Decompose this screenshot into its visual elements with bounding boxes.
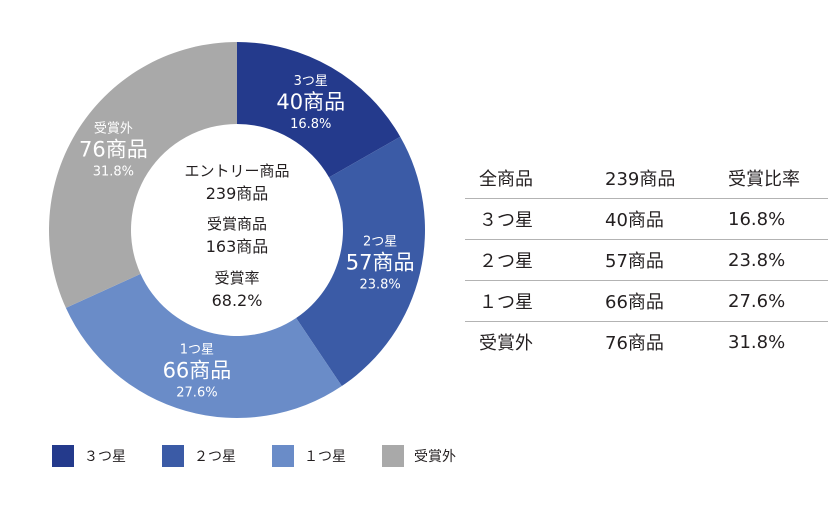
legend-item-unawarded: 受賞外 xyxy=(382,445,456,467)
table-cell: 16.8% xyxy=(728,208,786,230)
table-row: １つ星 66商品 27.6% xyxy=(465,281,828,322)
legend-swatch-unawarded xyxy=(382,445,404,467)
slice-title-unawarded: 受賞外 xyxy=(94,121,133,136)
slice-percent-3star: 16.8% xyxy=(290,117,331,132)
legend-label-2star: ２つ星 xyxy=(194,449,236,465)
slice-percent-2star: 23.8% xyxy=(359,278,400,293)
legend-item-2star: ２つ星 xyxy=(162,445,236,467)
center-rate-value: 68.2% xyxy=(212,291,263,310)
table-cell: 27.6% xyxy=(728,290,786,312)
slice-count-3star: 40商品 xyxy=(276,90,345,114)
table-cell: 40商品 xyxy=(605,210,664,231)
donut-slice-1star xyxy=(65,273,342,418)
table-cell: 76商品 xyxy=(605,333,664,354)
table-cell: ３つ星 xyxy=(479,210,533,231)
center-entry-count: 239商品 xyxy=(206,184,269,203)
slice-title-2star: 2つ星 xyxy=(363,235,397,250)
table-cell: 23.8% xyxy=(728,249,786,271)
slice-count-unawarded: 76商品 xyxy=(79,137,148,161)
legend-label-1star: １つ星 xyxy=(304,449,346,465)
donut-slice-3star xyxy=(237,42,401,178)
table-row: 受賞外 76商品 31.8% xyxy=(465,322,828,362)
legend-item-1star: １つ星 xyxy=(272,445,346,467)
table-row: ３つ星 40商品 16.8% xyxy=(465,199,828,240)
slice-percent-1star: 27.6% xyxy=(176,385,217,400)
slice-title-1star: 1つ星 xyxy=(180,342,214,357)
legend-swatch-3star xyxy=(52,445,74,467)
table-header-cell: 全商品 xyxy=(479,169,533,190)
slice-percent-unawarded: 31.8% xyxy=(93,164,134,179)
legend-swatch-1star xyxy=(272,445,294,467)
slice-title-3star: 3つ星 xyxy=(294,74,328,89)
legend-swatch-2star xyxy=(162,445,184,467)
slice-count-2star: 57商品 xyxy=(346,251,415,275)
legend-item-3star: ３つ星 xyxy=(52,445,126,467)
summary-table: 全商品 239商品 受賞比率 ３つ星 40商品 16.8% ２つ星 57商品 2… xyxy=(465,158,828,362)
table-cell: １つ星 xyxy=(479,292,533,313)
legend-label-3star: ３つ星 xyxy=(84,449,126,465)
table-header-row: 全商品 239商品 受賞比率 xyxy=(465,158,828,199)
table-header-cell: 239商品 xyxy=(605,169,676,190)
table-header-cell: 受賞比率 xyxy=(728,169,800,190)
table-row: ２つ星 57商品 23.8% xyxy=(465,240,828,281)
legend: ３つ星 ２つ星 １つ星 受賞外 xyxy=(52,445,492,467)
center-award-count: 163商品 xyxy=(206,237,269,256)
center-rate-label: 受賞率 xyxy=(214,269,259,287)
table-cell: 66商品 xyxy=(605,292,664,313)
legend-label-unawarded: 受賞外 xyxy=(414,449,456,465)
center-entry-label: エントリー商品 xyxy=(184,162,289,180)
donut-slice-unawarded xyxy=(49,42,238,308)
center-award-label: 受賞商品 xyxy=(207,215,267,233)
donut-slice-2star xyxy=(296,136,425,387)
table-cell: 受賞外 xyxy=(479,333,533,354)
table-cell: 57商品 xyxy=(605,251,664,272)
slice-count-1star: 66商品 xyxy=(163,358,232,382)
table-cell: ２つ星 xyxy=(479,251,533,272)
table-cell: 31.8% xyxy=(728,331,786,353)
